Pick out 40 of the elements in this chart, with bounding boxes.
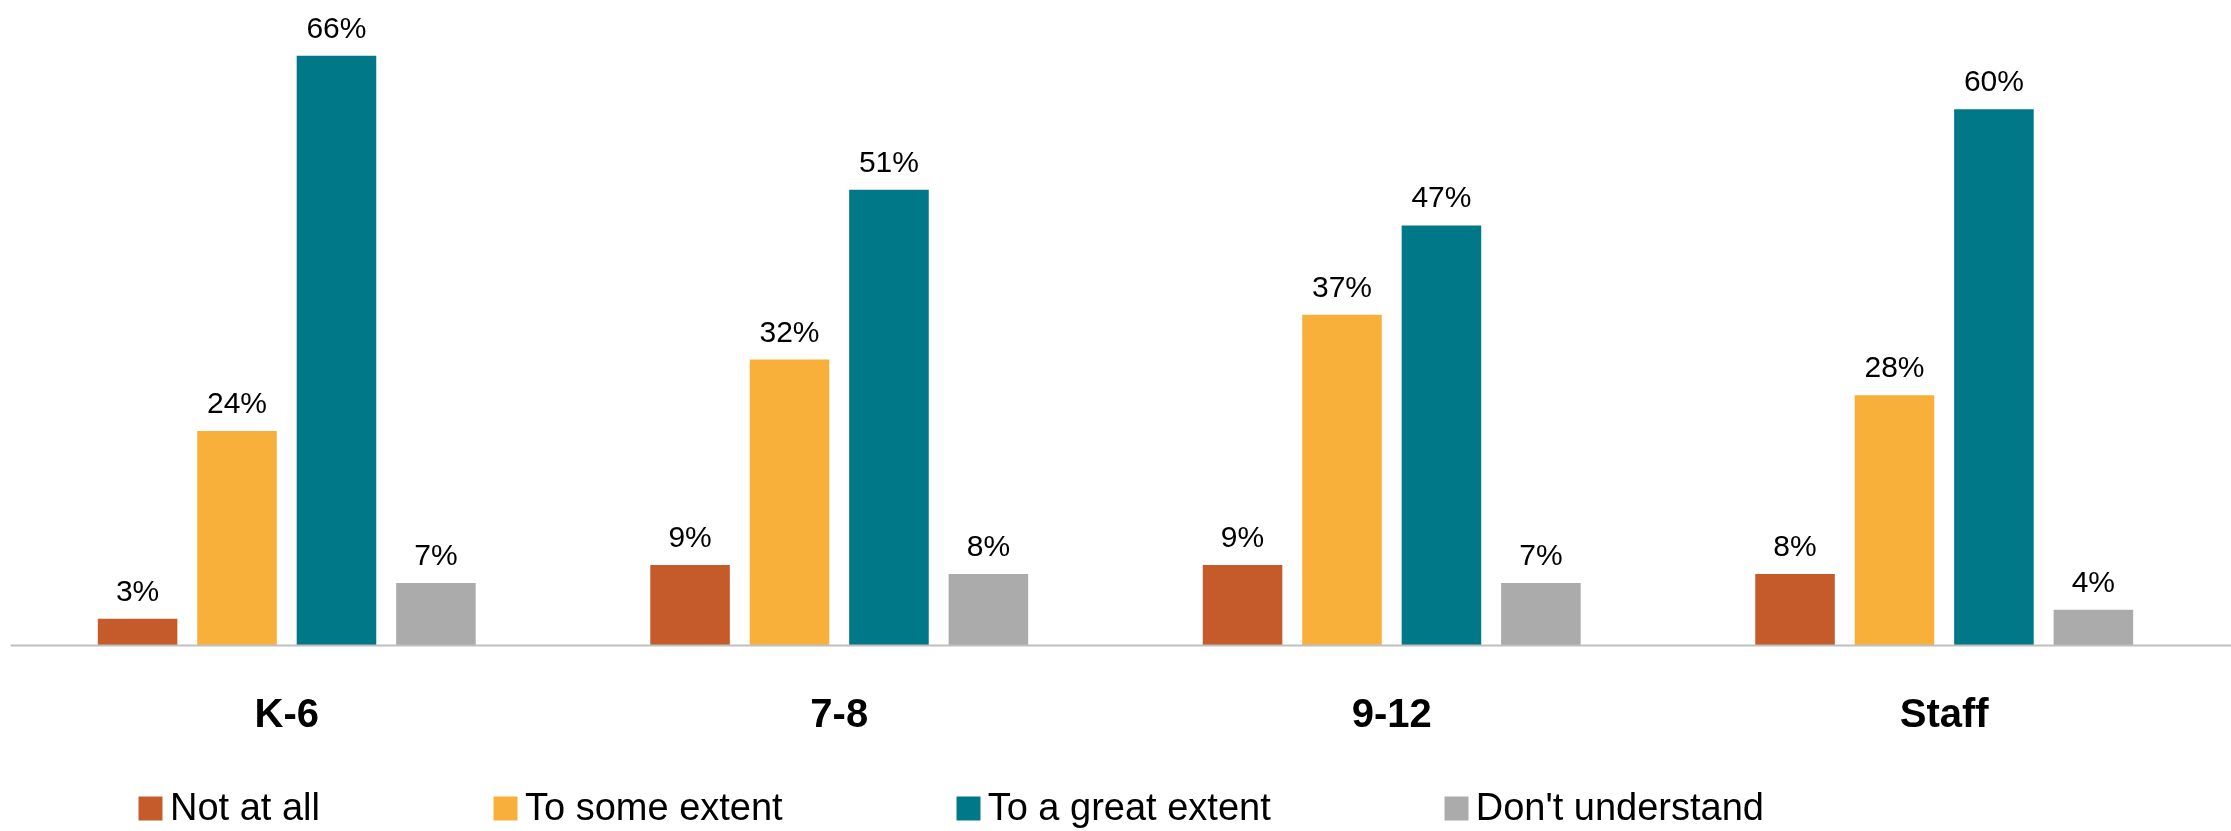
bar (1501, 582, 1581, 646)
bar (849, 189, 929, 646)
bar (197, 431, 277, 646)
bar (749, 359, 830, 646)
legend-label: Don't understand (1475, 786, 1764, 829)
bar (1854, 395, 1935, 646)
x-tick-label: 9-12 (1351, 690, 1432, 735)
bar (1755, 574, 1835, 646)
x-tick-label: 7-8 (810, 690, 869, 735)
bar (1954, 109, 2034, 646)
data-label: 8% (966, 529, 1011, 562)
data-label: 32% (759, 314, 820, 348)
data-label: 9% (668, 520, 712, 554)
data-label: 28% (1864, 350, 1925, 384)
legend-label: Not at all (170, 786, 320, 829)
data-label: 47% (1411, 180, 1472, 214)
data-label: 7% (414, 537, 458, 571)
data-label: 60% (1963, 64, 2024, 98)
bar (948, 574, 1029, 646)
bar (1401, 225, 1482, 646)
data-label: 3% (115, 573, 160, 607)
data-label: 9% (1220, 520, 1265, 554)
bar (1202, 565, 1283, 646)
data-label: 51% (858, 144, 919, 178)
bar (296, 55, 377, 646)
x-tick-label: Staff (1899, 690, 1990, 735)
data-label: 8% (1773, 529, 1817, 562)
data-label: 66% (306, 10, 367, 44)
x-tick-label: K-6 (254, 690, 319, 735)
data-label: 37% (1311, 269, 1373, 303)
bar (650, 565, 730, 646)
bar (1302, 314, 1382, 646)
legend-label: To some extent (524, 786, 783, 829)
bar (396, 582, 476, 646)
data-label: 24% (207, 386, 268, 420)
legend-label: To a great extent (987, 786, 1271, 829)
data-label: 7% (1519, 537, 1563, 571)
data-label: 4% (2071, 564, 2116, 598)
bar (2053, 609, 2134, 646)
bar (97, 618, 178, 646)
